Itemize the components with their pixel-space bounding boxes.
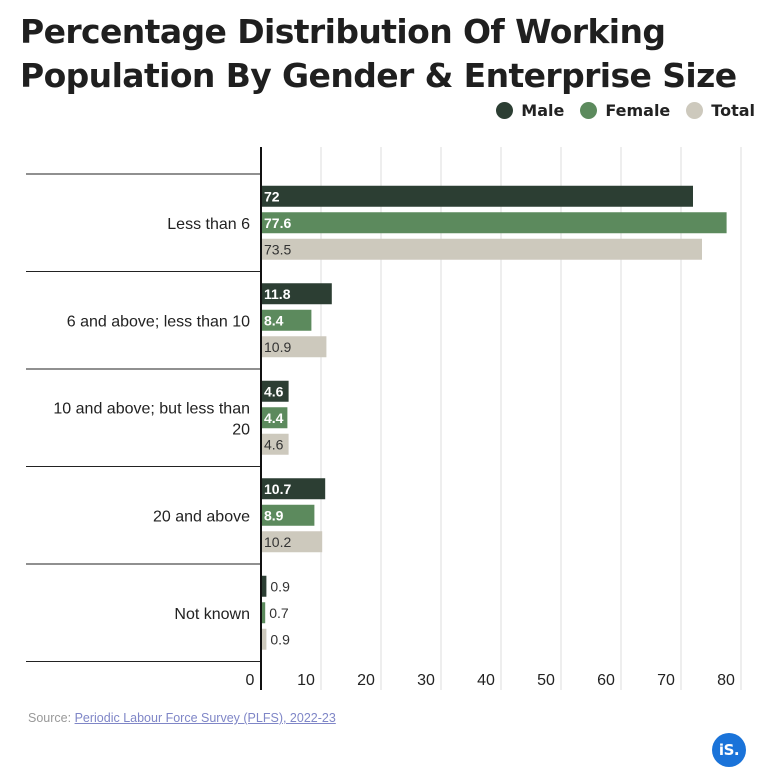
data-label-female: 4.4: [264, 410, 284, 426]
legend-item-male: Male: [496, 101, 564, 120]
data-label-female: 8.4: [264, 312, 284, 328]
x-tick-label: 70: [657, 672, 675, 689]
legend-swatch-total: [686, 102, 704, 119]
x-tick-label: 30: [417, 672, 435, 689]
bar-female: [261, 504, 315, 526]
category-label: Not known: [174, 606, 250, 623]
x-tick-label: 80: [717, 672, 735, 689]
bar-total: [261, 628, 267, 650]
x-tick-label: 50: [537, 672, 555, 689]
data-label-female: 8.9: [264, 507, 284, 523]
data-label-male: 72: [264, 188, 280, 204]
data-label-male: 11.8: [264, 286, 291, 302]
category-label-line: 20 and above: [153, 508, 250, 525]
brand-logo: iS.: [712, 733, 746, 767]
data-label-male: 4.6: [264, 383, 284, 399]
bar-female: [261, 309, 312, 331]
bar-female: [261, 602, 266, 624]
x-tick-label: 40: [477, 672, 495, 689]
bar-total: [261, 531, 323, 553]
legend-label-male: Male: [521, 101, 565, 120]
source-link[interactable]: Periodic Labour Force Survey (PLFS), 202…: [74, 711, 336, 725]
bar-total: [261, 433, 289, 455]
legend-label-female: Female: [605, 101, 671, 120]
category-label-line: 20: [232, 421, 250, 438]
category-label: 10 and above; but less than 20: [53, 400, 250, 438]
bar-male: [261, 575, 267, 597]
chart-title: Percentage Distribution Of Working Popul…: [20, 12, 737, 95]
data-label-female: 0.7: [269, 605, 289, 621]
category-label-line: Less than 6: [167, 216, 250, 233]
category-label-line: 10 and above; but less than: [53, 400, 250, 417]
bar-male: [261, 380, 289, 402]
bar-female: [261, 212, 727, 234]
legend: Male Female Total: [496, 101, 755, 120]
x-tick-label: 20: [357, 672, 375, 689]
data-label-total: 10.9: [264, 339, 291, 355]
bar-female: [261, 407, 288, 429]
category-label: 20 and above: [153, 508, 250, 525]
category-label-line: Not known: [174, 606, 250, 623]
bar-male: [261, 283, 332, 305]
category-label-line: 6 and above; less than 10: [67, 313, 250, 330]
bar-total: [261, 336, 327, 358]
category-label: 6 and above; less than 10: [67, 313, 250, 330]
legend-label-total: Total: [711, 101, 755, 120]
x-tick-label: 60: [597, 672, 615, 689]
data-label-total: 4.6: [264, 436, 284, 452]
bar-total: [261, 238, 702, 260]
source-note: Source: Periodic Labour Force Survey (PL…: [28, 711, 336, 725]
data-label-total: 0.9: [270, 631, 290, 647]
data-label-female: 77.6: [264, 215, 291, 231]
bar-male: [261, 185, 693, 207]
data-label-male: 0.9: [270, 578, 290, 594]
data-label-total: 10.2: [264, 534, 291, 550]
category-label: Less than 6: [167, 216, 250, 233]
bar-male: [261, 478, 326, 500]
data-label-total: 73.5: [264, 241, 291, 257]
data-label-male: 10.7: [264, 481, 291, 497]
legend-swatch-male: [496, 102, 514, 119]
legend-item-total: Total: [686, 101, 755, 120]
bar-chart: 72 77.6 73.5 Less than 6 11.8 8.4 10.9 6 and ab…: [26, 147, 742, 690]
x-tick-label: 0: [246, 672, 255, 689]
legend-item-female: Female: [580, 101, 670, 120]
source-prefix: Source:: [28, 711, 75, 725]
legend-swatch-female: [580, 102, 598, 119]
x-tick-label: 10: [297, 672, 315, 689]
